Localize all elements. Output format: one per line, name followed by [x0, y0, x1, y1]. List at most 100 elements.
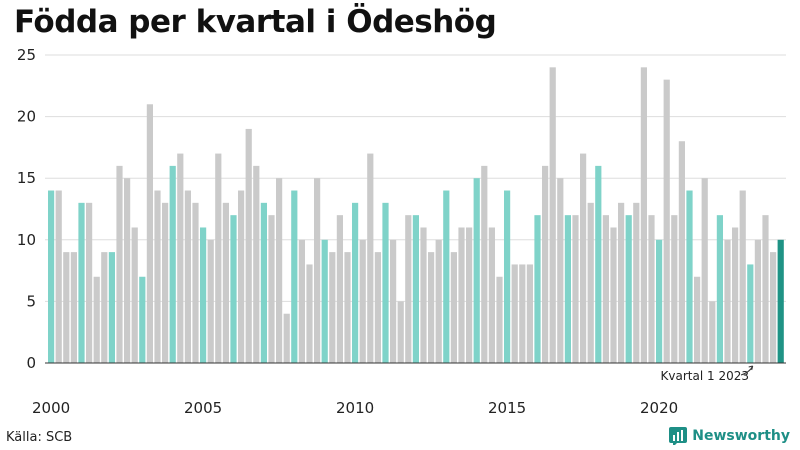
- bar: [359, 239, 366, 363]
- bar: [86, 202, 93, 363]
- bar: [344, 252, 351, 363]
- bar: [549, 67, 556, 363]
- bar-latest: [777, 239, 784, 363]
- bar: [473, 178, 480, 363]
- bar: [572, 215, 579, 363]
- bar: [390, 239, 397, 363]
- bar: [207, 239, 214, 363]
- bar: [633, 202, 640, 363]
- y-tick-label: 5: [26, 292, 36, 310]
- bar: [245, 128, 252, 363]
- bar: [739, 190, 746, 363]
- bar: [618, 202, 625, 363]
- bar: [397, 301, 404, 363]
- latest-quarter-annotation: Kvartal 1 2023: [661, 369, 749, 383]
- bar: [276, 178, 283, 363]
- chart-title: Födda per kvartal i Ödeshög: [14, 4, 497, 40]
- x-tick-label: 2000: [32, 399, 70, 417]
- x-tick-label: 2020: [640, 399, 678, 417]
- bar: [177, 153, 184, 363]
- bar: [124, 178, 131, 363]
- bar: [678, 141, 685, 363]
- bar: [602, 215, 609, 363]
- bar: [754, 239, 761, 363]
- bar: [488, 227, 495, 363]
- bar: [694, 276, 701, 363]
- bar: [298, 239, 305, 363]
- bar: [625, 215, 632, 363]
- x-tick-label: 2010: [336, 399, 374, 417]
- bar: [610, 227, 617, 363]
- bar: [336, 215, 343, 363]
- bar: [504, 190, 511, 363]
- bar: [466, 227, 473, 363]
- bar: [580, 153, 587, 363]
- bar: [519, 264, 526, 363]
- bar: [732, 227, 739, 363]
- brand-name: Newsworthy: [692, 428, 790, 444]
- bar: [192, 202, 199, 363]
- bar: [63, 252, 70, 363]
- bar: [154, 190, 161, 363]
- bar: [686, 190, 693, 363]
- bar: [724, 239, 731, 363]
- bar: [101, 252, 108, 363]
- bar: [534, 215, 541, 363]
- bar: [367, 153, 374, 363]
- bar: [595, 165, 602, 363]
- bar: [443, 190, 450, 363]
- bar: [663, 79, 670, 363]
- bar: [283, 313, 290, 363]
- bar: [146, 104, 153, 363]
- bar: [701, 178, 708, 363]
- bar: [93, 276, 100, 363]
- bar: [116, 165, 123, 363]
- bar: [747, 264, 754, 363]
- bar: [716, 215, 723, 363]
- bar: [314, 178, 321, 363]
- bar: [511, 264, 518, 363]
- bar: [222, 202, 229, 363]
- bar: [458, 227, 465, 363]
- bar: [70, 252, 77, 363]
- bar: [131, 227, 138, 363]
- bar: [268, 215, 275, 363]
- bar: [238, 190, 245, 363]
- bar: [108, 252, 115, 363]
- bar: [200, 227, 207, 363]
- bar: [162, 202, 169, 363]
- bar: [587, 202, 594, 363]
- bar: [496, 276, 503, 363]
- bar: [215, 153, 222, 363]
- bar: [709, 301, 716, 363]
- bar: [139, 276, 146, 363]
- bar: [557, 178, 564, 363]
- bar: [48, 190, 55, 363]
- bar: [640, 67, 647, 363]
- bar: [260, 202, 267, 363]
- y-tick-label: 25: [17, 46, 36, 64]
- bar: [405, 215, 412, 363]
- bar: [321, 239, 328, 363]
- bar: [412, 215, 419, 363]
- bar: [352, 202, 359, 363]
- x-tick-label: 2015: [488, 399, 526, 417]
- newsworthy-logo: Newsworthy: [669, 427, 790, 445]
- bar: [374, 252, 381, 363]
- bar: [291, 190, 298, 363]
- bar: [382, 202, 389, 363]
- bar: [481, 165, 488, 363]
- bar: [169, 165, 176, 363]
- bar: [671, 215, 678, 363]
- annotation-arrowhead: [748, 365, 754, 371]
- bar-chart-logo-icon: [669, 427, 688, 445]
- bar: [564, 215, 571, 363]
- bar: [762, 215, 769, 363]
- bar: [656, 239, 663, 363]
- bar: [435, 239, 442, 363]
- bar: [306, 264, 313, 363]
- bar: [184, 190, 191, 363]
- source-note: Källa: SCB: [6, 430, 73, 445]
- bar: [542, 165, 549, 363]
